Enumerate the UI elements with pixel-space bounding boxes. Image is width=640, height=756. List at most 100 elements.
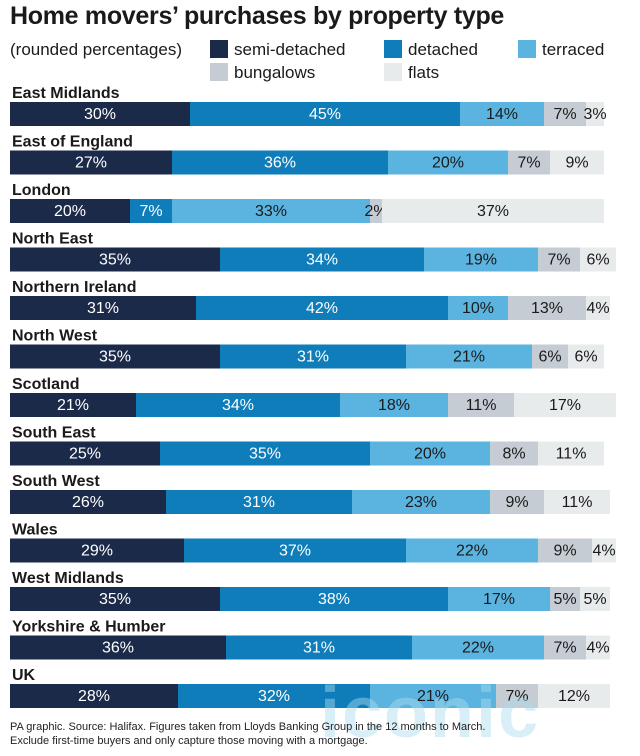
bar-segment-detached xyxy=(220,587,448,611)
data-label: 37% xyxy=(279,543,311,560)
bar-segment-semi-detached xyxy=(10,199,130,223)
category-label: East Midlands xyxy=(12,85,120,102)
bar-segment-bungalows xyxy=(490,441,538,466)
data-label: 9% xyxy=(565,155,588,172)
bar-row: Northern Ireland 31% 42% 10% 13% 4% xyxy=(10,279,610,320)
bar-segment-semi-detached xyxy=(10,587,220,611)
data-label: 11% xyxy=(562,494,593,511)
data-label: 45% xyxy=(309,106,341,123)
data-label: 19% xyxy=(465,252,497,269)
data-label: 36% xyxy=(102,640,134,657)
data-label: 20% xyxy=(432,155,464,172)
footnote: PA graphic. Source: Halifax. Figures tak… xyxy=(10,720,630,748)
category-label: North West xyxy=(12,328,98,345)
category-label: UK xyxy=(12,667,36,684)
data-label: 25% xyxy=(69,446,101,463)
bar-segment-bungalows xyxy=(538,247,580,272)
bar-row: South West 26% 31% 23% 9% 11% xyxy=(10,473,610,514)
bar-row: London 20% 7% 33% 2% 37% xyxy=(10,182,604,223)
data-label: 17% xyxy=(483,591,515,608)
data-label: 14% xyxy=(486,106,518,123)
bar-segment-terraced xyxy=(388,150,508,175)
bar-segment-flats xyxy=(550,150,604,175)
category-label: Wales xyxy=(12,522,58,539)
data-label: 4% xyxy=(586,300,609,317)
data-label: 13% xyxy=(531,300,563,317)
bar-segment-bungalows xyxy=(508,296,586,320)
data-label: 35% xyxy=(99,349,131,366)
category-label: West Midlands xyxy=(12,570,124,587)
data-label: 17% xyxy=(549,397,581,414)
legend-swatch-terraced xyxy=(518,40,536,58)
bar-segment-flats xyxy=(586,296,610,320)
bar-segment-flats xyxy=(580,587,610,611)
data-label: 31% xyxy=(303,640,335,657)
bar-segment-flats xyxy=(514,393,616,417)
bar-segment-terraced xyxy=(412,635,544,660)
bar-segment-terraced xyxy=(406,538,538,563)
bar-row: UK 28% 32% 21% 7% 12% xyxy=(10,667,610,708)
data-label: 7% xyxy=(553,106,576,123)
category-label: London xyxy=(12,182,71,199)
legend-label: semi-detached xyxy=(234,40,346,59)
bar-segment-semi-detached xyxy=(10,684,178,708)
legend-item-terraced: terraced xyxy=(518,40,604,60)
bar-segment-bungalows xyxy=(544,102,586,126)
data-label: 20% xyxy=(414,446,446,463)
bar-segment-detached xyxy=(220,344,406,369)
bar-segment-detached xyxy=(160,441,370,466)
bar-segment-terraced xyxy=(406,344,532,369)
data-label: 11% xyxy=(556,446,587,463)
legend-label: bungalows xyxy=(234,63,316,82)
data-label: 27% xyxy=(75,155,107,172)
data-label: 4% xyxy=(586,640,609,657)
bar-row: North East 35% 34% 19% 7% 6% xyxy=(10,231,616,272)
bar-segment-semi-detached xyxy=(10,296,196,320)
bar-row: South East 25% 35% 20% 8% 11% xyxy=(10,425,604,466)
bar-segment-bungalows xyxy=(532,344,568,369)
chart-title: Home movers’ purchases by property type xyxy=(10,2,505,30)
legend-swatch-semi-detached xyxy=(210,40,228,58)
bar-segment-flats xyxy=(568,344,604,369)
category-label: North East xyxy=(12,231,94,248)
data-label: 7% xyxy=(139,203,162,220)
category-label: Yorkshire & Humber xyxy=(12,619,166,636)
bar-segment-terraced xyxy=(460,102,544,126)
bar-segment-semi-detached xyxy=(10,538,184,563)
data-label: 32% xyxy=(258,688,290,705)
bar-segment-detached xyxy=(178,684,370,708)
bar-segment-semi-detached xyxy=(10,441,160,466)
category-label: South East xyxy=(12,425,96,442)
data-label: 34% xyxy=(222,397,254,414)
bar-row: East of England 27% 36% 20% 7% 9% xyxy=(10,134,604,175)
data-label: 8% xyxy=(502,446,525,463)
bar-segment-semi-detached xyxy=(10,344,220,369)
bar-row: East Midlands 30% 45% 14% 7% 3% xyxy=(10,85,607,126)
legend-item-bungalows: bungalows xyxy=(210,63,315,83)
data-label: 5% xyxy=(583,591,606,608)
bar-row: Scotland 21% 34% 18% 11% 17% xyxy=(10,376,616,417)
data-label: 42% xyxy=(306,300,338,317)
legend-item-semi-detached: semi-detached xyxy=(210,40,346,60)
data-label: 35% xyxy=(99,591,131,608)
bar-segment-bungalows xyxy=(370,199,382,223)
iconic-watermark: iconic xyxy=(320,673,541,753)
bar-segment-semi-detached xyxy=(10,247,220,272)
bar-segment-flats xyxy=(538,684,610,708)
data-label: 21% xyxy=(57,397,89,414)
bar-row: Yorkshire & Humber 36% 31% 22% 7% 4% xyxy=(10,619,610,660)
bar-segment-terraced xyxy=(172,199,370,223)
data-label: 7% xyxy=(547,252,570,269)
chart-subtitle: (rounded percentages) xyxy=(10,40,183,59)
stacked-bar-chart: East Midlands 30% 45% 14% 7% 3% East of Englan… xyxy=(10,85,616,708)
bar-segment-detached xyxy=(196,296,448,320)
data-label: 36% xyxy=(264,155,296,172)
bar-row: Wales 29% 37% 22% 9% 4% xyxy=(10,522,616,563)
bar-row: West Midlands 35% 38% 17% 5% 5% xyxy=(10,570,610,611)
bar-segment-semi-detached xyxy=(10,490,166,514)
bar-segment-detached xyxy=(172,150,388,175)
data-label: 23% xyxy=(405,494,437,511)
data-label: 6% xyxy=(586,252,609,269)
data-label: 37% xyxy=(477,203,509,220)
